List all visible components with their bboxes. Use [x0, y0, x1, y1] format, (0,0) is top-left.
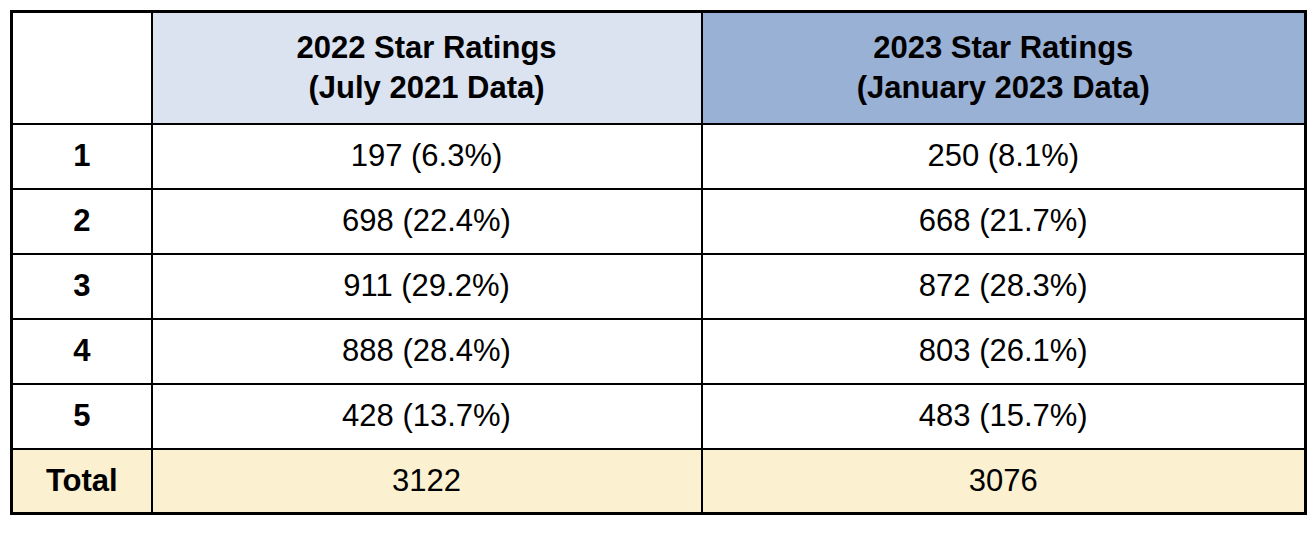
star-ratings-table: 2022 Star Ratings (July 2021 Data) 2023 … [10, 10, 1307, 515]
cell-2023-4-star: 803 (26.1%) [702, 319, 1306, 384]
table-row: 3 911 (29.2%) 872 (28.3%) [12, 254, 1306, 319]
cell-2022-4-star: 888 (28.4%) [152, 319, 702, 384]
cell-2023-1-star: 250 (8.1%) [702, 124, 1306, 189]
total-row: Total 3122 3076 [12, 449, 1306, 514]
row-label-1-star: 1 [12, 124, 152, 189]
row-label-total: Total [12, 449, 152, 514]
cell-2023-3-star: 872 (28.3%) [702, 254, 1306, 319]
table-row: 1 197 (6.3%) 250 (8.1%) [12, 124, 1306, 189]
cell-2022-1-star: 197 (6.3%) [152, 124, 702, 189]
table-row: 5 428 (13.7%) 483 (15.7%) [12, 384, 1306, 449]
header-row: 2022 Star Ratings (July 2021 Data) 2023 … [12, 12, 1306, 125]
cell-2022-5-star: 428 (13.7%) [152, 384, 702, 449]
cell-2022-2-star: 698 (22.4%) [152, 189, 702, 254]
table-row: 2 698 (22.4%) 668 (21.7%) [12, 189, 1306, 254]
row-label-4-star: 4 [12, 319, 152, 384]
row-label-2-star: 2 [12, 189, 152, 254]
row-label-3-star: 3 [12, 254, 152, 319]
column-header-2022-star-ratings: 2022 Star Ratings (July 2021 Data) [152, 12, 702, 125]
cell-2022-3-star: 911 (29.2%) [152, 254, 702, 319]
row-label-5-star: 5 [12, 384, 152, 449]
cell-2022-total: 3122 [152, 449, 702, 514]
cell-2023-5-star: 483 (15.7%) [702, 384, 1306, 449]
page: 2022 Star Ratings (July 2021 Data) 2023 … [0, 0, 1314, 540]
column-header-2023-star-ratings: 2023 Star Ratings (January 2023 Data) [702, 12, 1306, 125]
cell-2023-total: 3076 [702, 449, 1306, 514]
table-row: 4 888 (28.4%) 803 (26.1%) [12, 319, 1306, 384]
cell-2023-2-star: 668 (21.7%) [702, 189, 1306, 254]
corner-cell [12, 12, 152, 125]
